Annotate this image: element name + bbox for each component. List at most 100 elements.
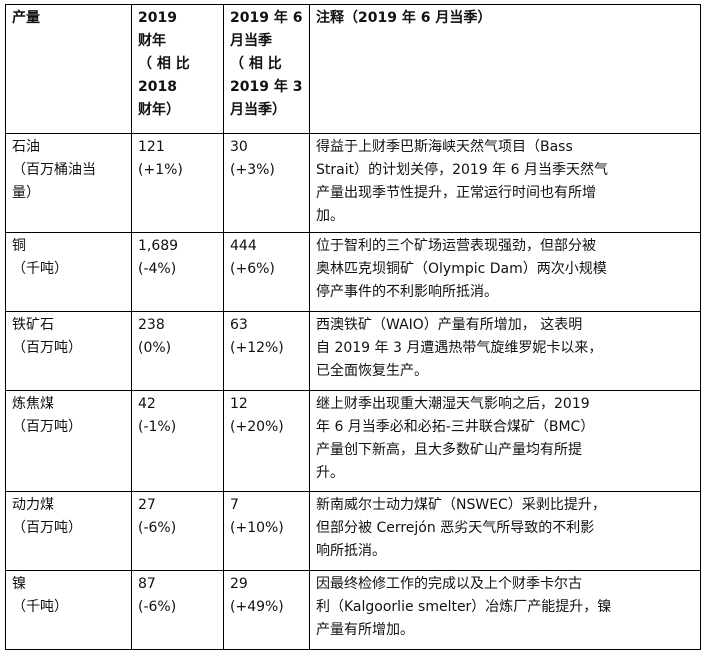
quarter-cell: 30 (+3%) [223,133,310,233]
note-text: 响所抵消。 [316,543,386,559]
fiscal-year-cell: 238 (0%) [131,311,224,391]
table-row: 炼焦煤 （百万吨） 42 (-1%) 12 (+20%) 继上财季出现重大潮湿天气影响之后，… [5,390,701,492]
fiscal-year-value: 1,689 [138,238,179,254]
table-header: 产量 2019 财年 （ 相 比 2018 财年） 2019 年 6 月当季 （ 相 比 20… [5,4,701,134]
product-cell: 石油 （百万桶油当 量） [5,133,132,233]
note-cell: 新南威尔士动力煤矿（NSWEC）采剥比提升， 但部分被 Cerrejón 恶劣天气… [309,491,701,571]
note-text: 已全面恢复生产。 [316,363,428,379]
fiscal-year-change: (-1%) [138,419,177,435]
quarter-cell: 7 (+10%) [223,491,310,571]
product-name: （千吨） [12,261,68,277]
product-name: 动力煤 [12,497,54,513]
header-fiscal-year-line: 财年） [138,102,180,118]
header-fiscal-year-line: 2018 [138,79,177,95]
product-name: 石油 [12,139,40,155]
fiscal-year-cell: 27 (-6%) [131,491,224,571]
note-text: 年 6 月当季必和必拓-三井联合煤矿（BMC） [316,419,595,435]
product-name: 铜 [12,238,26,254]
header-quarter-line: 月当季） [230,102,286,118]
header-fiscal-year-line: 2019 [138,10,177,26]
header-product-label: 产量 [12,10,40,26]
table-row: 铜 （千吨） 1,689 (-4%) 444 (+6%) 位于智利的三个矿场运营表现强劲，但… [5,232,701,312]
quarter-value: 7 [230,497,239,513]
quarter-change: (+10%) [230,520,284,536]
header-quarter: 2019 年 6 月当季 （ 相 比 2019 年 3 月当季） [223,4,310,134]
header-fiscal-year: 2019 财年 （ 相 比 2018 财年） [131,4,224,134]
note-text: 产量创下新高，且大多数矿山产量均有所提 [316,442,582,458]
product-cell: 铁矿石 （百万吨） [5,311,132,391]
fiscal-year-change: (-4%) [138,261,177,277]
quarter-value: 30 [230,139,248,155]
product-cell: 铜 （千吨） [5,232,132,312]
product-cell: 镍 （千吨） [5,570,132,650]
product-name: 铁矿石 [12,317,54,333]
note-text: 升。 [316,465,344,481]
fiscal-year-value: 238 [138,317,165,333]
table-row: 铁矿石 （百万吨） 238 (0%) 63 (+12%) 西澳铁矿（WAIO）产量有所增加，… [5,311,701,391]
note-text: 新南威尔士动力煤矿（NSWEC）采剥比提升， [316,497,606,513]
fiscal-year-value: 42 [138,396,156,412]
note-text: 加。 [316,208,344,224]
note-text: 自 2019 年 3 月遭遇热带气旋维罗妮卡以来， [316,340,603,356]
header-quarter-line: 月当季 [230,33,272,49]
fiscal-year-cell: 121 (+1%) [131,133,224,233]
note-text: 但部分被 Cerrejón 恶劣天气所导致的不利影 [316,520,595,536]
table-row: 动力煤 （百万吨） 27 (-6%) 7 (+10%) 新南威尔士动力煤矿（NSWEC）采剥… [5,491,701,571]
table-row: 石油 （百万桶油当 量） 121 (+1%) 30 (+3%) 得益于上财季巴斯海峡天然气项目… [5,133,701,233]
quarter-value: 63 [230,317,248,333]
product-name: 炼焦煤 [12,396,54,412]
product-name: （千吨） [12,599,68,615]
quarter-cell: 63 (+12%) [223,311,310,391]
product-name: （百万桶油当 [12,162,96,178]
quarter-cell: 12 (+20%) [223,390,310,492]
note-cell: 西澳铁矿（WAIO）产量有所增加， 这表明自 2019 年 3 月遭遇热带气旋维… [309,311,701,391]
fiscal-year-value: 27 [138,497,156,513]
product-name: （百万吨） [12,419,82,435]
quarter-cell: 444 (+6%) [223,232,310,312]
quarter-value: 12 [230,396,248,412]
header-fiscal-year-line: 财年 [138,33,166,49]
note-cell: 位于智利的三个矿场运营表现强劲，但部分被 奥林匹克坝铜矿（Olympic Dam）… [309,232,701,312]
note-text: 产量有所增加。 [316,622,414,638]
note-text: 产量出现季节性提升，正常运行时间也有所增 [316,185,596,201]
production-table: 产量 2019 财年 （ 相 比 2018 财年） 2019 年 6 月当季 （ 相 比 20… [5,4,701,650]
quarter-change: (+49%) [230,599,284,615]
quarter-change: (+3%) [230,162,275,178]
quarter-cell: 29 (+49%) [223,570,310,650]
fiscal-year-change: (0%) [138,340,172,356]
note-text: 得益于上财季巴斯海峡天然气项目（Bass [316,139,573,155]
note-text: 西澳铁矿（WAIO）产量有所增加， 这表明 [316,317,583,333]
quarter-change: (+20%) [230,419,284,435]
fiscal-year-value: 87 [138,576,156,592]
product-cell: 动力煤 （百万吨） [5,491,132,571]
fiscal-year-cell: 42 (-1%) [131,390,224,492]
note-cell: 因最终检修工作的完成以及上个财季卡尔古利（Kalgoorlie smelter）… [309,570,701,650]
header-quarter-line: （ 相 比 [230,56,282,72]
note-text: 位于智利的三个矿场运营表现强劲，但部分被 [316,238,596,254]
fiscal-year-change: (+1%) [138,162,183,178]
product-cell: 炼焦煤 （百万吨） [5,390,132,492]
header-note: 注释（2019 年 6 月当季） [309,4,701,134]
note-text: 奥林匹克坝铜矿（Olympic Dam）两次小规模 [316,261,607,277]
fiscal-year-cell: 87 (-6%) [131,570,224,650]
note-text: 利（Kalgoorlie smelter）冶炼厂产能提升，镍 [316,599,612,615]
header-quarter-line: 2019 年 6 [230,10,303,26]
quarter-value: 444 [230,238,257,254]
note-cell: 得益于上财季巴斯海峡天然气项目（Bass Strait）的计划关停，2019 年 … [309,133,701,233]
table-row: 镍 （千吨） 87 (-6%) 29 (+49%) 因最终检修工作的完成以及上个财季卡尔古利… [5,570,701,650]
table-body: 石油 （百万桶油当 量） 121 (+1%) 30 (+3%) 得益于上财季巴斯海峡天然气项目… [5,133,701,650]
note-text: 因最终检修工作的完成以及上个财季卡尔古 [316,576,582,592]
product-name: （百万吨） [12,520,82,536]
quarter-change: (+12%) [230,340,284,356]
product-name: 量） [12,185,40,201]
header-quarter-line: 2019 年 3 [230,79,303,95]
quarter-change: (+6%) [230,261,275,277]
fiscal-year-change: (-6%) [138,599,177,615]
note-text: Strait）的计划关停，2019 年 6 月当季天然气 [316,162,608,178]
note-text: 继上财季出现重大潮湿天气影响之后，2019 [316,396,590,412]
fiscal-year-value: 121 [138,139,165,155]
product-name: 镍 [12,576,26,592]
note-text: 停产事件的不利影响所抵消。 [316,284,498,300]
fiscal-year-change: (-6%) [138,520,177,536]
header-note-label: 注释（2019 年 6 月当季） [316,10,492,26]
